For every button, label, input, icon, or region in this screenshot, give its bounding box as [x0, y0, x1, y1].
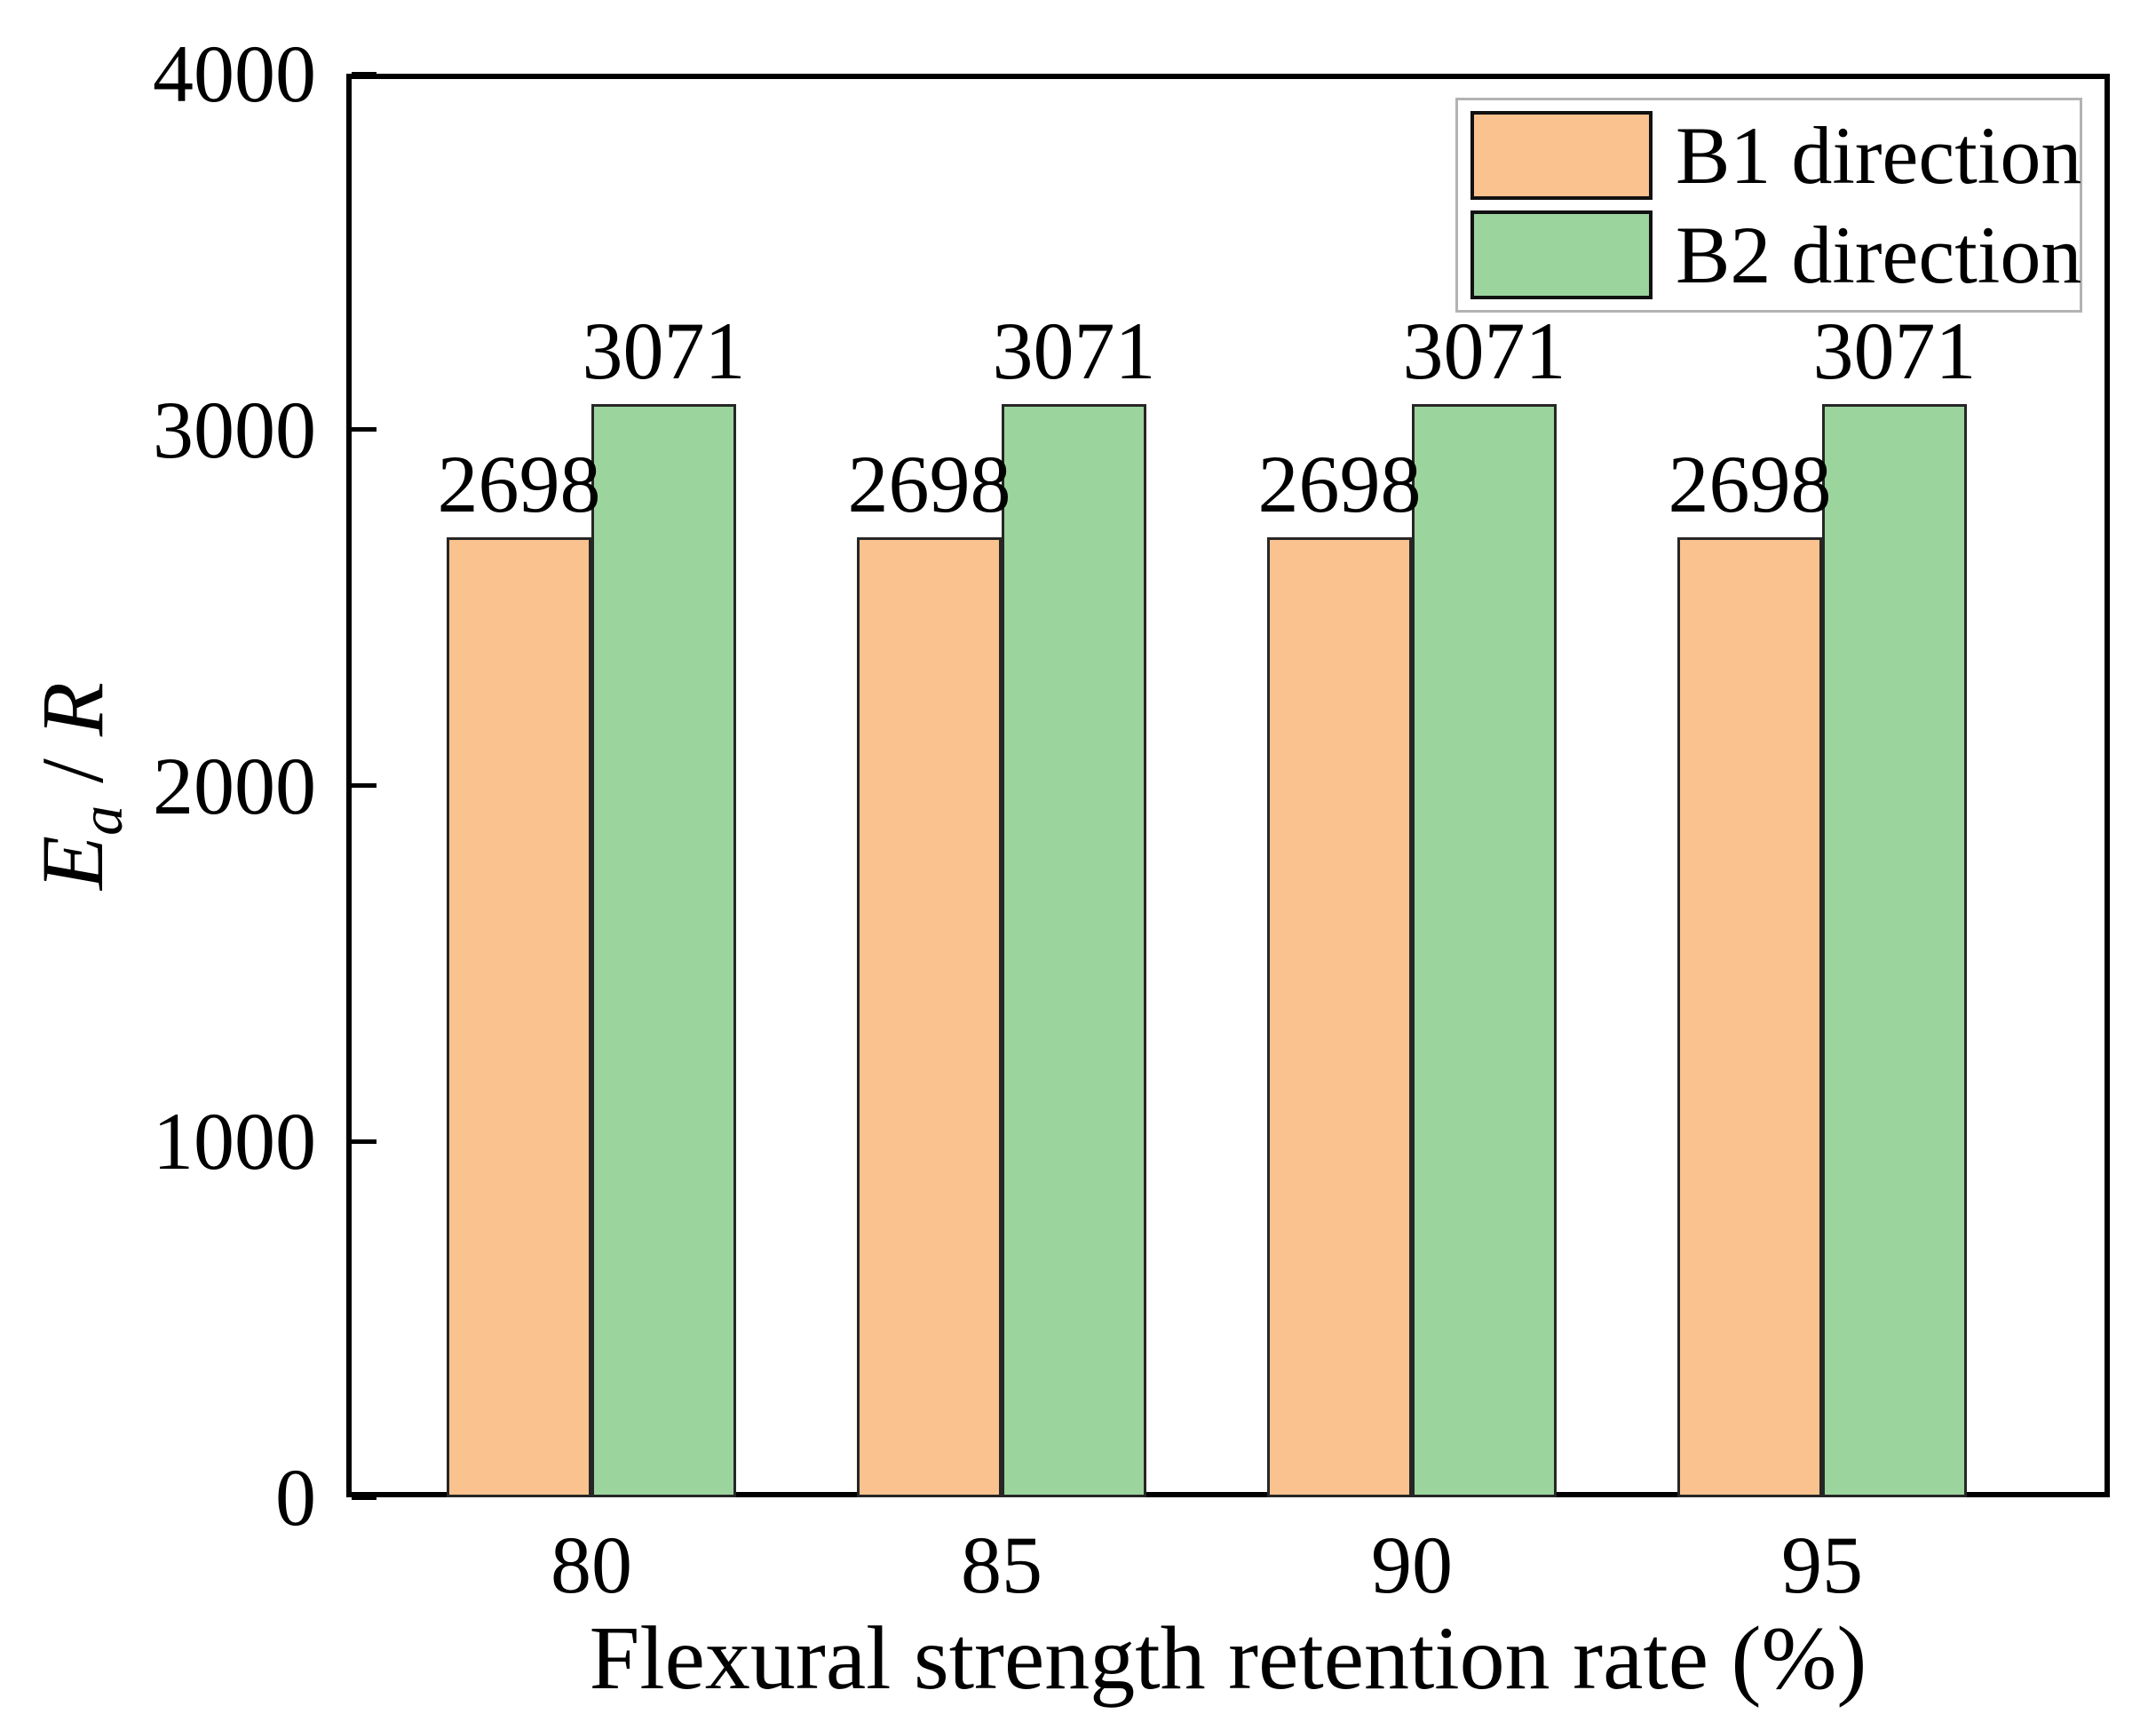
x-tick-label-95: 95	[1781, 1520, 1863, 1610]
legend-swatch-b1	[1470, 111, 1653, 200]
bar-value-label: 2698	[1257, 438, 1422, 529]
bar-b1-direction-80	[447, 536, 591, 1497]
bar-b1-direction-90	[1267, 536, 1412, 1497]
legend-label-b2: B2 direction	[1676, 210, 2082, 300]
legend-item-b2: B2 direction	[1470, 210, 2082, 300]
bar-value-label: 3071	[582, 306, 746, 397]
y-tick-label: 1000	[153, 1096, 316, 1187]
bar-value-label: 2698	[847, 438, 1011, 529]
y-tick-mark	[352, 1139, 377, 1144]
bar-value-label: 2698	[1668, 438, 1832, 529]
bar-b1-direction-95	[1677, 536, 1822, 1497]
x-axis-title: Flexural strength retention rate (%)	[589, 1608, 1867, 1709]
legend-label-b1: B1 direction	[1676, 110, 2082, 201]
y-axis-title-base: E	[23, 835, 122, 890]
y-tick-label: 4000	[153, 28, 316, 119]
legend-item-b1: B1 direction	[1470, 110, 2082, 201]
x-tick-label-85: 85	[961, 1520, 1042, 1610]
bar-b2-direction-95	[1822, 404, 1967, 1497]
y-tick-mark	[352, 1495, 377, 1500]
x-tick-label-90: 90	[1371, 1520, 1453, 1610]
y-tick-mark	[352, 71, 377, 76]
legend: B1 direction B2 direction	[1455, 98, 2082, 313]
bar-b2-direction-80	[591, 404, 736, 1497]
x-tick-label-80: 80	[551, 1520, 632, 1610]
y-tick-mark	[352, 783, 377, 788]
bar-b2-direction-85	[1002, 404, 1146, 1497]
bar-value-label: 3071	[1812, 306, 1977, 397]
y-tick-mark	[352, 427, 377, 432]
bar-value-label: 3071	[1402, 306, 1566, 397]
y-axis-title-rest: R	[23, 682, 122, 737]
y-tick-label: 0	[275, 1452, 316, 1543]
y-tick-label: 3000	[153, 384, 316, 475]
legend-swatch-b2	[1470, 210, 1653, 299]
bar-b1-direction-85	[857, 536, 1002, 1497]
bar-value-label: 2698	[437, 438, 601, 529]
bar-value-label: 3071	[992, 306, 1156, 397]
y-tick-label: 2000	[153, 740, 316, 831]
bar-b2-direction-90	[1412, 404, 1557, 1497]
